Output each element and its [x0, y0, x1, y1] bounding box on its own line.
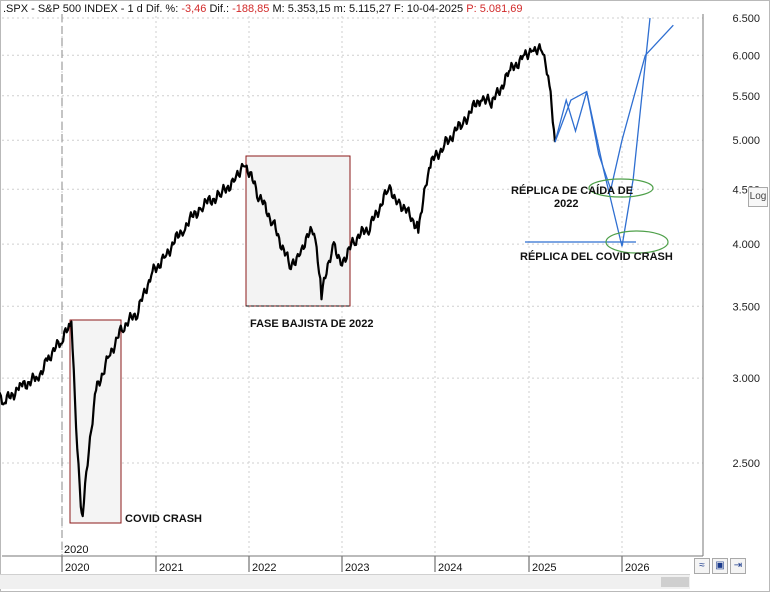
y-tick-label: 6.500 [732, 13, 760, 25]
symbol-label: .SPX - S&P 500 INDEX - 1 d [3, 3, 143, 15]
replica-2022-line [554, 24, 674, 192]
replica-covid-line [554, 17, 651, 247]
annotation-replica-covid: RÉPLICA DEL COVID CRASH [520, 250, 673, 263]
replica-2022-ellipse [588, 178, 654, 198]
export-icon[interactable]: ⇥ [730, 558, 746, 574]
dif-value: -188,85 [232, 3, 270, 15]
x-tick-label: 2026 [625, 562, 649, 574]
chart-header: .SPX - S&P 500 INDEX - 1 d Dif. %: -3,46… [3, 3, 523, 15]
min-value: 5.115,27 [348, 3, 391, 15]
y-tick-label: 3.000 [732, 373, 760, 385]
annotation-bear-2022: FASE BAJISTA DE 2022 [250, 318, 374, 330]
replica-covid-ellipse [605, 230, 669, 254]
zoom-icon[interactable]: ≈ [694, 558, 710, 574]
log-scale-toggle[interactable]: Log [748, 187, 768, 207]
covid-crash-box [69, 319, 122, 524]
y-tick-label: 2.500 [732, 458, 760, 470]
y-tick-label: 4.000 [732, 239, 760, 251]
dif-pct-label: Dif. %: [145, 3, 179, 15]
date-value: 10-04-2025 [406, 3, 464, 15]
time-scrollbar[interactable] [0, 574, 690, 589]
dif-label: Dif.: [209, 3, 230, 15]
start-marker-label: 2020 [64, 544, 88, 556]
x-tick-label: 2020 [65, 562, 89, 574]
scroll-thumb[interactable] [661, 577, 689, 587]
x-tick-label: 2024 [438, 562, 462, 574]
min-label: m: [333, 3, 346, 15]
save-icon[interactable]: ▣ [712, 558, 728, 574]
annotation-replica-2022: RÉPLICA DE CAÍDA DE [511, 184, 633, 197]
price-series-line [0, 43, 557, 518]
y-tick-label: 5.500 [732, 91, 760, 103]
y-tick-label: 5.000 [732, 135, 760, 147]
annotation-covid-crash: COVID CRASH [125, 513, 202, 525]
x-tick-label: 2025 [532, 562, 556, 574]
chart-nav-buttons: ≈ ▣ ⇥ [694, 558, 746, 574]
y-tick-label: 6.000 [732, 50, 760, 62]
bear-2022-box [245, 155, 351, 307]
annotation-replica-2022-year: 2022 [554, 198, 578, 210]
dif-pct-value: -3,46 [181, 3, 207, 15]
x-tick-label: 2022 [252, 562, 276, 574]
max-label: M: [272, 3, 285, 15]
price-value: 5.081,69 [479, 3, 523, 15]
date-label: F: [394, 3, 404, 15]
x-tick-label: 2021 [159, 562, 183, 574]
y-tick-label: 3.500 [732, 301, 760, 313]
price-label: P: [466, 3, 477, 15]
x-tick-label: 2023 [345, 562, 369, 574]
max-value: 5.353,15 [287, 3, 331, 15]
